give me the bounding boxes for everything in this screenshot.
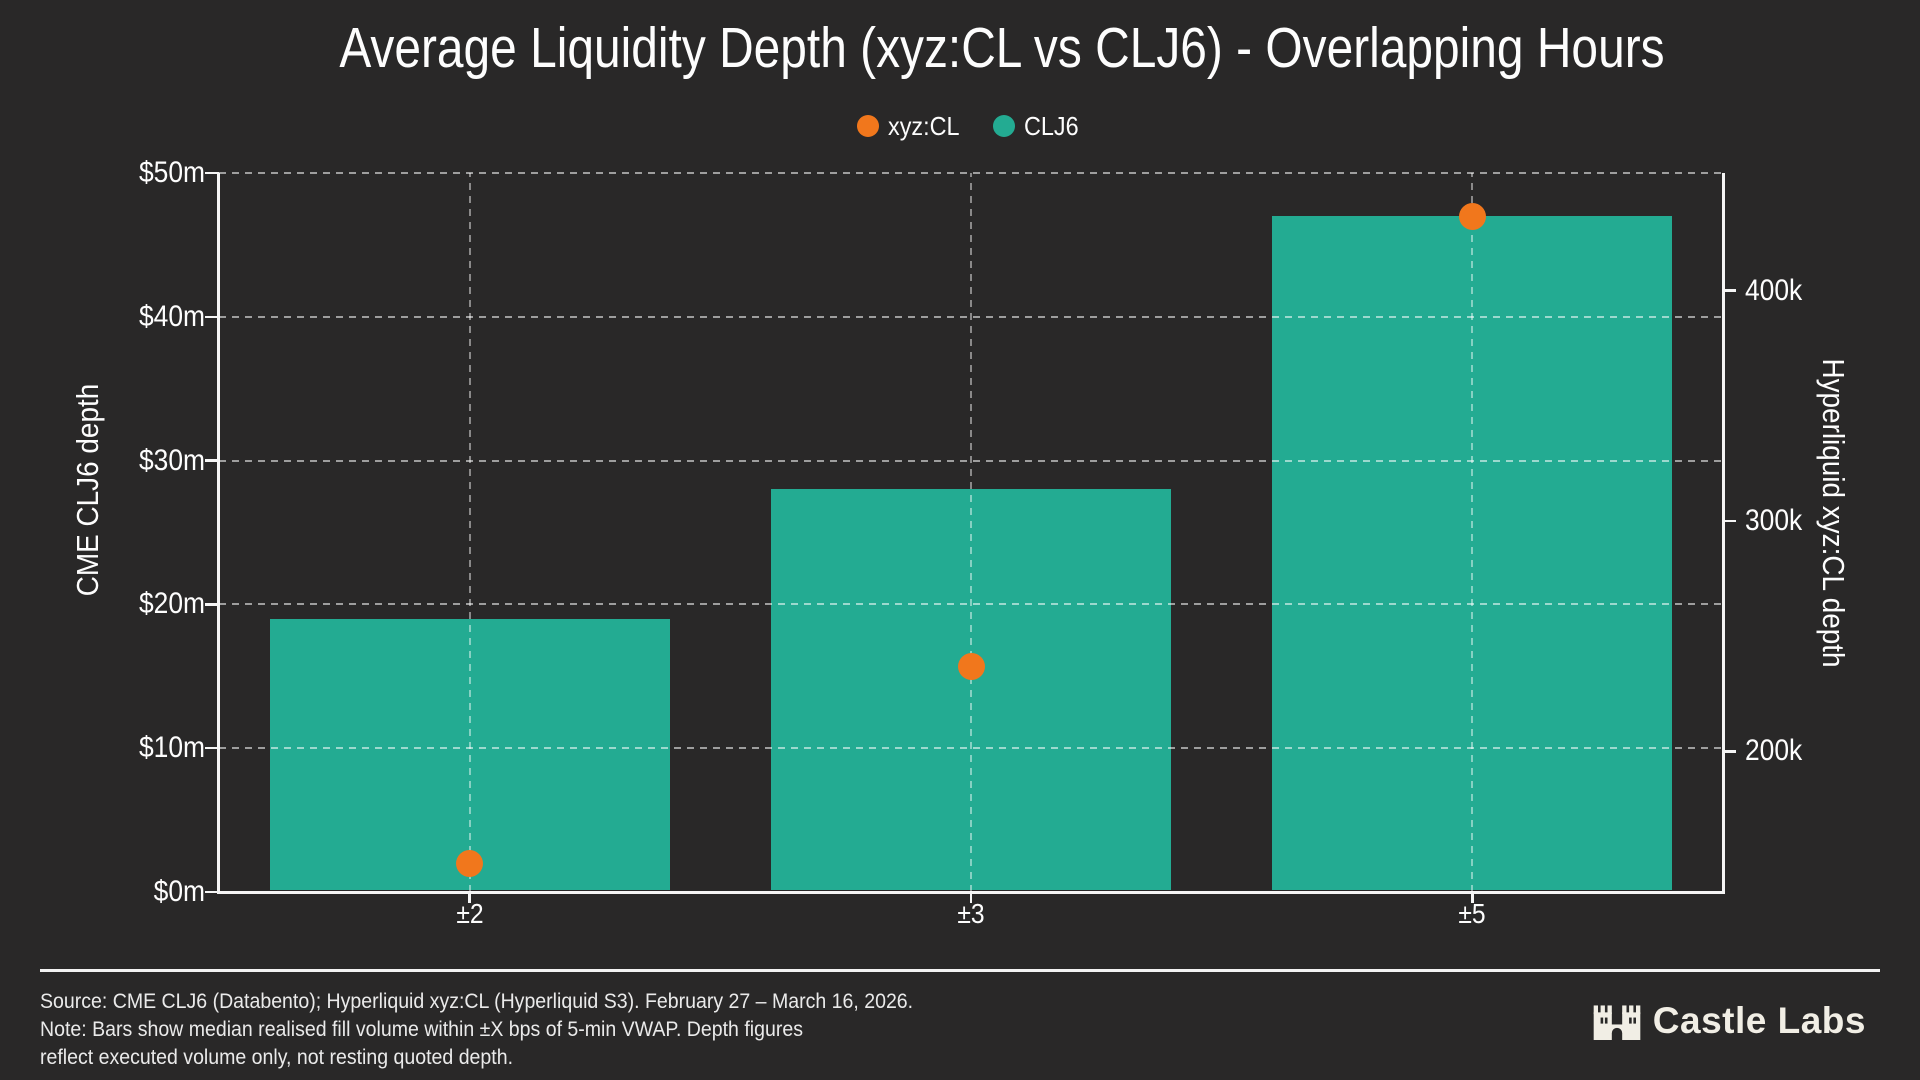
chart-title: Average Liquidity Depth (xyz:CL vs CLJ6)… [339, 16, 1665, 80]
right-tick-label-400k: 400k [1745, 273, 1803, 307]
legend-label-clj6: CLJ6 [1024, 110, 1080, 141]
scatter-dot-pm2 [456, 849, 484, 877]
left-axis-line [217, 173, 220, 894]
left-tick-label--10m: $10m [138, 731, 205, 765]
x-tick-pm2 [468, 892, 471, 903]
grid-line-v-pm3 [970, 173, 972, 892]
grid-line-h--40m [219, 315, 1723, 318]
footer-divider [40, 969, 1880, 972]
bar-pm5 [1272, 216, 1673, 890]
left-tick--40m [205, 315, 219, 319]
left-tick--0m [205, 890, 219, 894]
x-tick-label-pm5: ±5 [1458, 898, 1486, 929]
left-tick-label--40m: $40m [138, 299, 205, 333]
right-tick-300k [1722, 519, 1736, 523]
x-tick-pm3 [969, 892, 973, 903]
right-axis-title: Hyperliquid xyz:CL depth [1816, 358, 1851, 668]
legend-marker-xyz-cl [856, 115, 879, 137]
legend-marker-clj6 [993, 115, 1016, 137]
left-tick-label--30m: $30m [138, 443, 205, 477]
footer-notes: Source: CME CLJ6 (Databento); Hyperliqui… [40, 988, 913, 1072]
x-tick-pm5 [1471, 892, 1474, 903]
castle-icon [1593, 1005, 1641, 1040]
grid-line-h--10m [219, 747, 1723, 750]
bar-pm3 [771, 489, 1171, 890]
grid-line-h--30m [219, 459, 1723, 462]
legend-item-xyz-cl: xyz:CL [856, 110, 967, 142]
grid-line-v-pm5 [1471, 173, 1474, 892]
logo-text: Castle Labs [1652, 1000, 1866, 1041]
left-tick-label--50m: $50m [138, 156, 205, 189]
left-tick--10m [205, 746, 219, 750]
legend: xyz:CL CLJ6 [219, 108, 1723, 144]
grid-line-h--50m [219, 172, 1723, 174]
castle-labs-logo: Castle Labs [1591, 998, 1866, 1044]
x-tick-label-pm2: ±2 [456, 898, 484, 929]
bar-pm2 [269, 618, 670, 890]
x-tick-label-pm3: ±3 [957, 898, 985, 929]
scatter-dot-pm3 [957, 652, 985, 680]
right-tick-200k [1722, 750, 1736, 753]
right-axis-line [1722, 173, 1725, 894]
right-tick-label-200k: 200k [1745, 734, 1803, 768]
legend-item-clj6: CLJ6 [993, 111, 1085, 142]
legend-label-xyz-cl: xyz:CL [887, 110, 960, 141]
plot-area [219, 172, 1723, 892]
footer-note-line-1: Note: Bars show median realised fill vol… [40, 1018, 803, 1041]
left-tick-label--20m: $20m [138, 587, 205, 621]
left-tick--30m [205, 459, 219, 462]
left-tick--50m [205, 171, 219, 175]
footer-source-line: Source: CME CLJ6 (Databento); Hyperliqui… [40, 990, 914, 1013]
grid-line-v-pm2 [468, 173, 471, 892]
footer-note-line-2: reflect executed volume only, not restin… [40, 1046, 513, 1069]
right-tick-400k [1722, 289, 1736, 292]
left-tick-label--0m: $0m [153, 875, 205, 908]
left-axis-title: CME CLJ6 depth [70, 383, 105, 597]
grid-line-h--20m [219, 603, 1723, 606]
scatter-dot-pm5 [1458, 203, 1486, 231]
left-tick--20m [205, 603, 219, 606]
right-tick-label-300k: 300k [1745, 503, 1803, 537]
